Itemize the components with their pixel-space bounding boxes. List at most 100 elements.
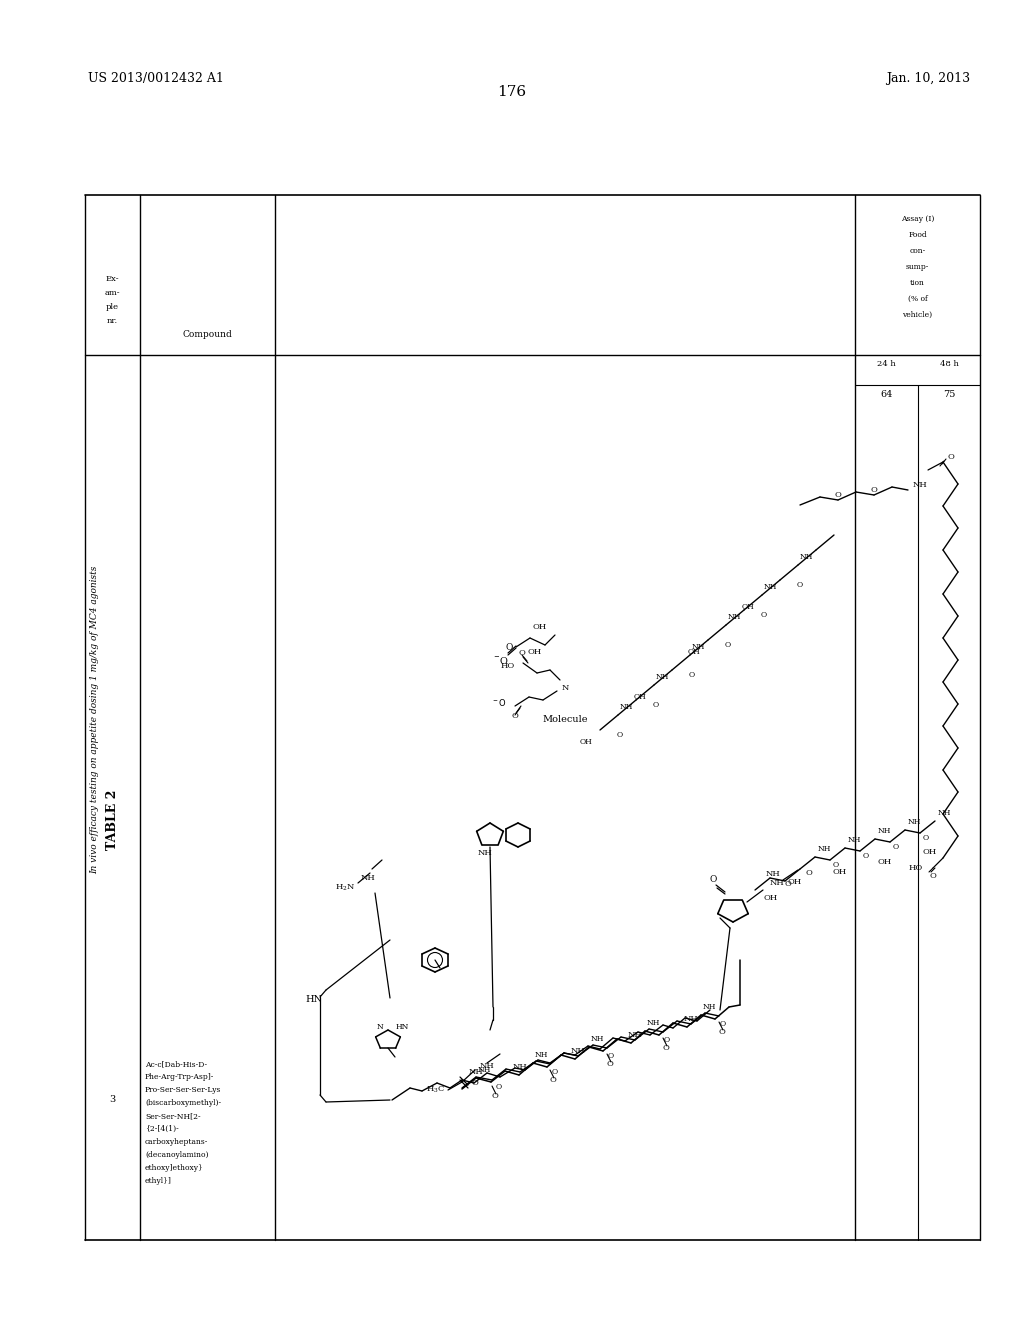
Text: OH: OH [833,869,847,876]
Text: 64: 64 [881,389,893,399]
Text: NH: NH [728,612,741,620]
Text: tion: tion [910,279,925,286]
Text: Pro-Ser-Ser-Ser-Lys: Pro-Ser-Ser-Ser-Lys [145,1086,221,1094]
Text: O: O [689,671,695,678]
Text: O: O [496,1082,502,1092]
Text: NH: NH [477,849,493,857]
Text: N: N [377,1023,383,1031]
Text: {2-[4(1)-: {2-[4(1)- [145,1125,179,1133]
Text: O: O [616,731,623,739]
Text: NH: NH [480,1063,495,1071]
Text: 75: 75 [943,389,955,399]
Text: O: O [761,611,767,619]
Text: HN: HN [396,1023,410,1031]
Text: Food: Food [908,231,927,239]
Text: TABLE 2: TABLE 2 [105,789,119,850]
Text: (% of: (% of [907,294,928,304]
Text: sump-: sump- [906,263,929,271]
Text: 176: 176 [498,84,526,99]
Text: O: O [608,1052,614,1060]
Text: OH: OH [878,858,892,866]
Text: O: O [805,869,812,876]
Text: O: O [948,453,954,461]
Text: $\mathrm{^-O}$: $\mathrm{^-O}$ [492,697,507,708]
Text: NH: NH [770,879,784,887]
Text: NH: NH [469,1068,483,1076]
Text: 48 h: 48 h [940,360,958,368]
Text: OH: OH [532,623,547,631]
Text: O: O [653,701,659,709]
Text: In vivo efficacy testing on appetite dosing 1 mg/kg of MC4 agonists: In vivo efficacy testing on appetite dos… [90,566,99,874]
Text: con-: con- [909,247,926,255]
Text: O: O [719,1028,725,1036]
Text: OH: OH [763,894,777,902]
Text: O: O [518,649,525,657]
Text: O: O [492,1092,499,1100]
Text: OH: OH [687,648,700,656]
Text: N: N [561,684,568,692]
Text: NH: NH [647,1019,660,1027]
Text: O: O [833,861,839,869]
Text: NH: NH [800,553,813,561]
Text: HN: HN [305,995,323,1005]
Text: O: O [863,851,869,861]
Text: NH: NH [908,818,922,826]
Text: vehicle): vehicle) [902,312,933,319]
Text: NH: NH [535,1051,549,1059]
Text: Molecule: Molecule [543,715,588,725]
Text: O: O [505,644,512,652]
Text: O: O [923,834,929,842]
Text: Ser-Ser-NH[2-: Ser-Ser-NH[2- [145,1111,201,1119]
Text: $\mathregular{H_2N}$: $\mathregular{H_2N}$ [335,883,355,894]
Text: NH: NH [703,1003,717,1011]
Text: NH: NH [513,1063,527,1071]
Text: 3: 3 [110,1096,116,1105]
Text: (decanoylaminо): (decanoylaminо) [145,1151,209,1159]
Text: NH: NH [766,870,780,878]
Text: OH: OH [528,648,542,656]
Text: NH: NH [570,1047,586,1055]
Text: O: O [725,642,731,649]
Text: am-: am- [104,289,120,297]
Text: US 2013/0012432 A1: US 2013/0012432 A1 [88,73,224,84]
Text: O: O [664,1036,670,1044]
Text: NH: NH [684,1015,698,1023]
Text: NH: NH [478,1067,492,1074]
Text: ple: ple [106,304,119,312]
Text: O: O [606,1060,613,1068]
Text: NH: NH [360,874,376,882]
Text: O: O [893,843,899,851]
Text: O: O [870,486,878,494]
Text: HO: HO [501,663,515,671]
Text: (biscarboxymethyl)-: (biscarboxymethyl)- [145,1100,221,1107]
Text: HO: HO [908,865,923,873]
Text: NH: NH [878,828,891,836]
Text: NH: NH [938,809,951,817]
Text: Assay (I): Assay (I) [901,215,934,223]
Text: 24 h: 24 h [878,360,896,368]
Text: O: O [552,1068,558,1076]
Text: Compound: Compound [182,330,232,339]
Text: Ac-c[Dab-His-D-: Ac-c[Dab-His-D- [145,1060,207,1068]
Text: O: O [663,1044,670,1052]
Text: NH: NH [591,1035,604,1043]
Text: O: O [512,711,518,719]
Text: NH: NH [818,845,831,853]
Text: O: O [797,581,803,589]
Text: O: O [710,875,717,884]
Text: NH: NH [656,673,670,681]
Text: OH: OH [580,738,592,746]
Text: OH: OH [787,878,802,886]
Text: ethoxy]ethoxy}: ethoxy]ethoxy} [145,1164,204,1172]
Text: ethyl}]: ethyl}] [145,1177,172,1185]
Text: O: O [784,880,792,888]
Text: Jan. 10, 2013: Jan. 10, 2013 [886,73,970,84]
Text: NH: NH [692,643,706,651]
Text: O: O [720,1020,726,1028]
Text: nr.: nr. [106,317,118,325]
Text: O: O [472,1078,478,1086]
Text: O: O [835,491,842,499]
Text: $\mathregular{H_3C}$: $\mathregular{H_3C}$ [426,1085,445,1096]
Text: Phe-Arg-Trp-Asp]-: Phe-Arg-Trp-Asp]- [145,1073,214,1081]
Text: NH: NH [764,583,777,591]
